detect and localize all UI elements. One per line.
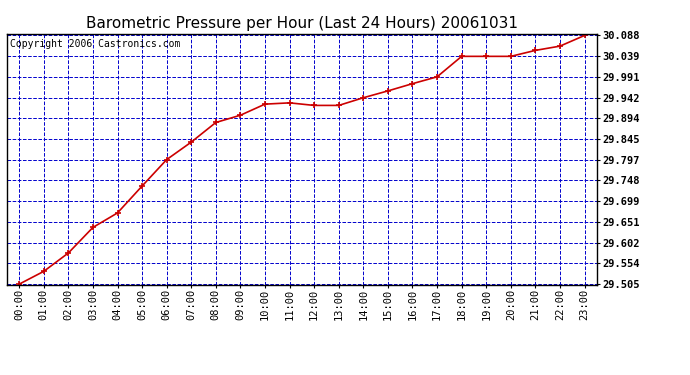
Text: Copyright 2006 Castronics.com: Copyright 2006 Castronics.com — [10, 39, 180, 49]
Title: Barometric Pressure per Hour (Last 24 Hours) 20061031: Barometric Pressure per Hour (Last 24 Ho… — [86, 16, 518, 31]
